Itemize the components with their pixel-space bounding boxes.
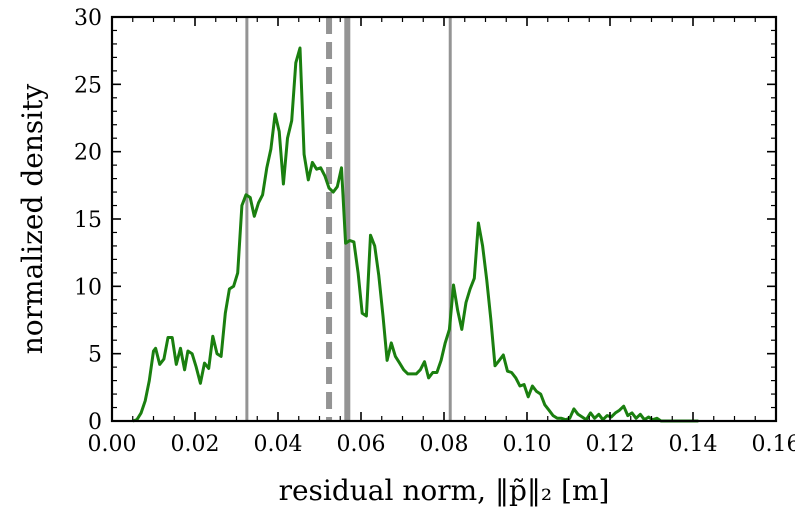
x-axis-label: residual norm, ‖p̃‖₂ [m] <box>279 474 610 507</box>
y-tick-label: 5 <box>88 343 102 368</box>
y-tick-label: 0 <box>88 410 102 435</box>
reference-lines <box>245 17 452 421</box>
x-tick-label: 0.08 <box>420 432 469 457</box>
axis-ticks <box>111 16 777 422</box>
x-tick-label: 0.02 <box>171 432 220 457</box>
density-line-1 <box>132 46 699 423</box>
data-series <box>132 46 699 423</box>
x-tick-label: 0.06 <box>337 432 386 457</box>
y-tick-label: 15 <box>74 208 102 233</box>
y-axis-label: normalized density <box>16 84 49 355</box>
y-tick-label: 25 <box>74 73 102 98</box>
y-tick-label: 30 <box>74 6 102 31</box>
y-tick-label: 20 <box>74 141 102 166</box>
x-tick-label: 0.12 <box>586 432 635 457</box>
y-tick-label: 10 <box>74 275 102 300</box>
x-tick-label: 0.00 <box>88 432 137 457</box>
x-tick-label: 0.04 <box>254 432 303 457</box>
y-tick-labels: 0 5 10 15 20 25 30 <box>74 6 102 435</box>
x-tick-labels: 0.00 0.02 0.04 0.06 0.08 0.10 0.12 0.14 0.16 <box>88 432 795 457</box>
x-tick-label: 0.10 <box>503 432 552 457</box>
x-tick-label: 0.16 <box>752 432 795 457</box>
x-tick-label: 0.14 <box>669 432 718 457</box>
plot-frame <box>110 15 778 423</box>
